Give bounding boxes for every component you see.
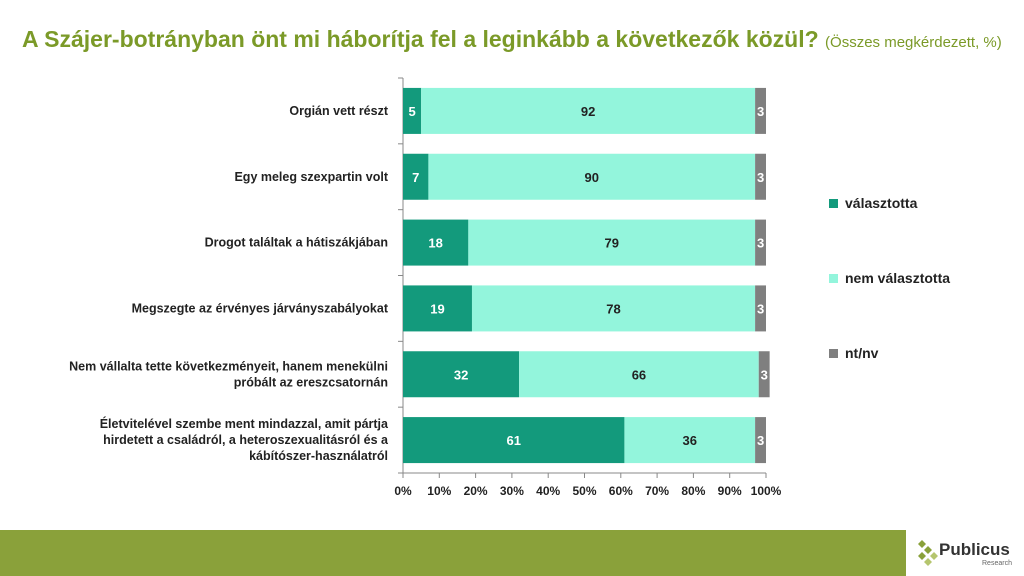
publicus-logo: Publicus Research (906, 530, 1024, 576)
category-label: Egy meleg szexpartin volt (234, 170, 388, 184)
footer-bar (0, 530, 1024, 576)
bar-selected (403, 351, 520, 398)
legend-label: nt/nv (845, 345, 879, 361)
bar-selected (403, 285, 472, 332)
bar-not-selected (624, 417, 756, 464)
data-label: 92 (581, 104, 595, 119)
bar-not-selected (471, 285, 756, 332)
category-label: Életvitelével szembe ment mindazzal, ami… (100, 416, 389, 463)
bar-selected (403, 219, 469, 266)
category-label: Nem vállalta tette következményeit, hane… (69, 359, 388, 389)
bar-no-answer (755, 219, 766, 266)
bar-no-answer (755, 153, 766, 200)
logo-name: Publicus (939, 540, 1010, 559)
data-label: 3 (757, 104, 764, 119)
data-label: 79 (604, 236, 618, 251)
x-tick-label: 30% (500, 484, 524, 498)
chart-title-main: A Szájer-botrányban önt mi háborítja fel… (22, 26, 819, 52)
logo-subtitle: Research (982, 560, 1012, 567)
category-label: Megszegte az érvényes járványszabályokat (132, 301, 389, 315)
legend-label: nem választotta (845, 270, 950, 286)
data-label: 19 (430, 301, 444, 316)
data-label: 32 (454, 367, 468, 382)
bar-not-selected (428, 153, 756, 200)
legend-swatch (829, 199, 838, 208)
x-tick-label: 80% (681, 484, 705, 498)
bar-not-selected (468, 219, 756, 266)
data-label: 3 (757, 170, 764, 185)
x-tick-label: 70% (645, 484, 669, 498)
chart-title-subtitle: (Összes megkérdezett, %) (825, 34, 1002, 51)
data-label: 66 (632, 367, 646, 382)
legend-label: választotta (845, 195, 918, 211)
data-label: 90 (585, 170, 599, 185)
x-tick-label: 10% (427, 484, 451, 498)
x-tick-label: 50% (572, 484, 596, 498)
x-tick-label: 90% (718, 484, 742, 498)
data-label: 36 (683, 433, 697, 448)
bar-selected (403, 417, 625, 464)
x-tick-label: 100% (751, 484, 782, 498)
x-tick-label: 20% (464, 484, 488, 498)
stacked-bar-chart: 0% 10% 20% 30% 40% 50% 60% 70% 80% 90% 100% 5 92 3 Org… (69, 77, 950, 498)
data-label: 3 (757, 301, 764, 316)
bar-not-selected (421, 87, 756, 134)
category-label: Drogot találtak a hátiszákjában (205, 236, 388, 250)
bar-no-answer (755, 87, 766, 134)
data-label: 5 (408, 104, 415, 119)
data-label: 3 (757, 433, 764, 448)
data-label: 78 (606, 301, 620, 316)
bar-selected (403, 87, 422, 134)
legend-swatch (829, 274, 838, 283)
x-tick-label: 40% (536, 484, 560, 498)
data-label: 3 (757, 236, 764, 251)
x-tick-label: 0% (394, 484, 412, 498)
chart-title: A Szájer-botrányban önt mi háborítja fel… (22, 26, 1012, 53)
legend-swatch (829, 349, 838, 358)
x-tick-label: 60% (609, 484, 633, 498)
bar-not-selected (519, 351, 759, 398)
publicus-logo-icon (918, 540, 938, 566)
data-label: 3 (761, 367, 768, 382)
bar-no-answer (755, 285, 766, 332)
bar-selected (403, 153, 429, 200)
bar-no-answer (755, 417, 766, 464)
bar-no-answer (758, 351, 770, 398)
data-label: 61 (506, 433, 520, 448)
category-label: Orgián vett részt (289, 104, 388, 118)
data-label: 7 (412, 170, 419, 185)
data-label: 18 (428, 236, 442, 251)
